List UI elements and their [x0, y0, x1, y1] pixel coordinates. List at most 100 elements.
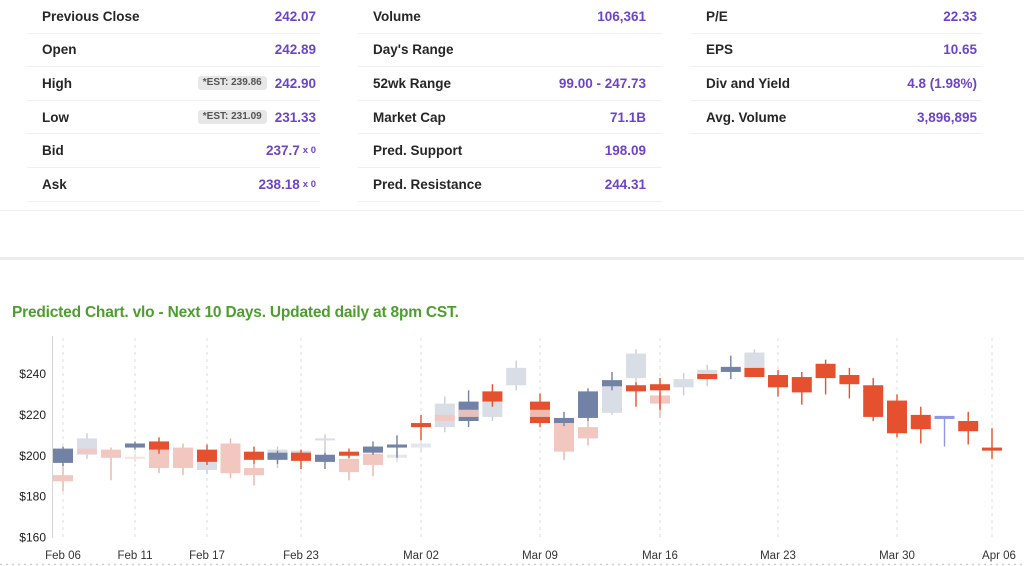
- candlestick: [744, 367, 765, 378]
- candlestick: [53, 446, 73, 466]
- stat-value: 10.65: [943, 42, 977, 58]
- stat-value: 106,361: [597, 8, 646, 24]
- stat-row: P/E 22.33: [691, 0, 982, 34]
- candlestick: [125, 453, 145, 462]
- candle-body: [934, 415, 955, 419]
- price-chart: $240 $220 $200 $180 $160 Feb 06 Feb 11 Feb 17 Fe…: [0, 336, 1024, 566]
- candlestick: [626, 349, 646, 383]
- candlestick: [791, 371, 812, 405]
- candlestick: [339, 455, 359, 481]
- candle-body: [578, 391, 598, 418]
- candlestick: [554, 423, 574, 460]
- estimate-badge: *EST: 239.86: [197, 76, 267, 91]
- stat-row: 52wk Range 99.00 - 247.73: [358, 67, 662, 101]
- candlestick: [173, 443, 193, 476]
- stat-value-group: 10.65: [943, 42, 977, 57]
- candle-body: [815, 363, 836, 379]
- candlestick: [697, 374, 718, 380]
- candle-body: [958, 421, 979, 432]
- x-tick-label: Feb 17: [189, 550, 225, 562]
- stat-row: Low *EST: 231.09 231.33: [27, 101, 320, 135]
- candlestick: [506, 360, 527, 391]
- candlestick: [530, 409, 550, 417]
- x-tick-label: Mar 09: [522, 550, 558, 562]
- candle-body: [53, 475, 73, 482]
- x-tick-label: Mar 16: [642, 550, 678, 562]
- stat-value-group: 4.8 (1.98%): [907, 76, 977, 91]
- estimate-badge: *EST: 231.09: [197, 110, 267, 125]
- candlestick: [482, 384, 503, 407]
- candlestick: [363, 451, 383, 477]
- stat-value: 242.89: [274, 42, 316, 58]
- candlestick: [291, 449, 311, 470]
- candlestick: [434, 414, 455, 422]
- candlestick: [958, 411, 979, 445]
- stat-label: EPS: [706, 42, 734, 58]
- stat-row: Avg. Volume 3,896,895: [691, 101, 982, 135]
- candle-body: [650, 384, 670, 391]
- candlestick: [650, 378, 670, 410]
- candle-body: [101, 449, 121, 458]
- candlestick: [982, 428, 1002, 459]
- candlestick: [434, 396, 455, 433]
- chart-title: Predicted Chart. vlo - Next 10 Days. Upd…: [12, 304, 459, 321]
- candle-body: [578, 427, 598, 439]
- candlestick: [839, 367, 860, 399]
- candle-body: [673, 379, 694, 388]
- x-tick-label: Feb 23: [283, 550, 319, 562]
- candle-body: [910, 414, 931, 430]
- candle-body: [626, 385, 646, 392]
- stat-row: Market Cap 71.1B: [358, 101, 662, 135]
- stat-label: P/E: [706, 8, 728, 24]
- candlestick: [411, 414, 431, 441]
- candle-body: [267, 452, 288, 460]
- candle-body: [291, 452, 311, 461]
- candlestick: [77, 448, 97, 454]
- candle-body: [744, 367, 765, 378]
- candlestick: [458, 409, 479, 417]
- candlestick: [934, 415, 955, 447]
- candle-body: [626, 353, 646, 379]
- candle-body: [887, 400, 907, 434]
- y-tick-label: $240: [19, 367, 46, 381]
- x-tick-label: Mar 02: [403, 550, 439, 562]
- candlestick: [578, 388, 598, 422]
- stat-row: Div and Yield 4.8 (1.98%): [691, 67, 982, 101]
- stat-row: Previous Close 242.07: [27, 0, 320, 34]
- candle-body: [53, 448, 73, 463]
- stat-column: Volume 106,361 Day's Range 52wk Range 99.00 …: [358, 0, 662, 202]
- candle-body: [197, 449, 217, 462]
- stat-row: EPS 10.65: [691, 34, 982, 68]
- candlestick: [602, 371, 622, 391]
- candlestick: [887, 394, 907, 438]
- candle-body: [602, 385, 622, 413]
- candlestick: [339, 448, 359, 458]
- stat-value-group: 242.89: [275, 42, 316, 57]
- candle-body: [554, 423, 574, 452]
- candlestick: [267, 450, 288, 464]
- candlestick: [315, 434, 335, 456]
- stat-value-group: 22.33: [943, 9, 977, 24]
- candle-body: [244, 468, 264, 476]
- stat-value: 3,896,895: [916, 109, 977, 125]
- candle-body: [149, 441, 169, 450]
- x-tick-label: Mar 30: [879, 550, 915, 562]
- candle-body: [125, 456, 145, 459]
- candle-body: [411, 443, 431, 448]
- candlestick: [554, 411, 574, 427]
- candle-body: [339, 451, 359, 456]
- stat-label: Previous Close: [42, 8, 140, 24]
- candlestick: [220, 438, 241, 479]
- candlestick: [578, 421, 598, 446]
- stat-value-suffix: x 0: [302, 145, 316, 157]
- candle-body: [697, 374, 718, 380]
- y-tick-label: $200: [19, 449, 46, 463]
- stat-value-group: 99.00 - 247.73: [559, 76, 646, 91]
- stats-table: Previous Close 242.07 Open 242.89 High *EST: …: [27, 0, 997, 210]
- candlestick: [815, 359, 836, 395]
- stat-value-group: 3,896,895: [917, 110, 977, 125]
- stat-label: Market Cap: [373, 109, 446, 125]
- stat-row: Pred. Support 198.09: [358, 134, 662, 168]
- stat-value: 198.09: [604, 143, 646, 159]
- stat-value: 242.07: [274, 8, 316, 24]
